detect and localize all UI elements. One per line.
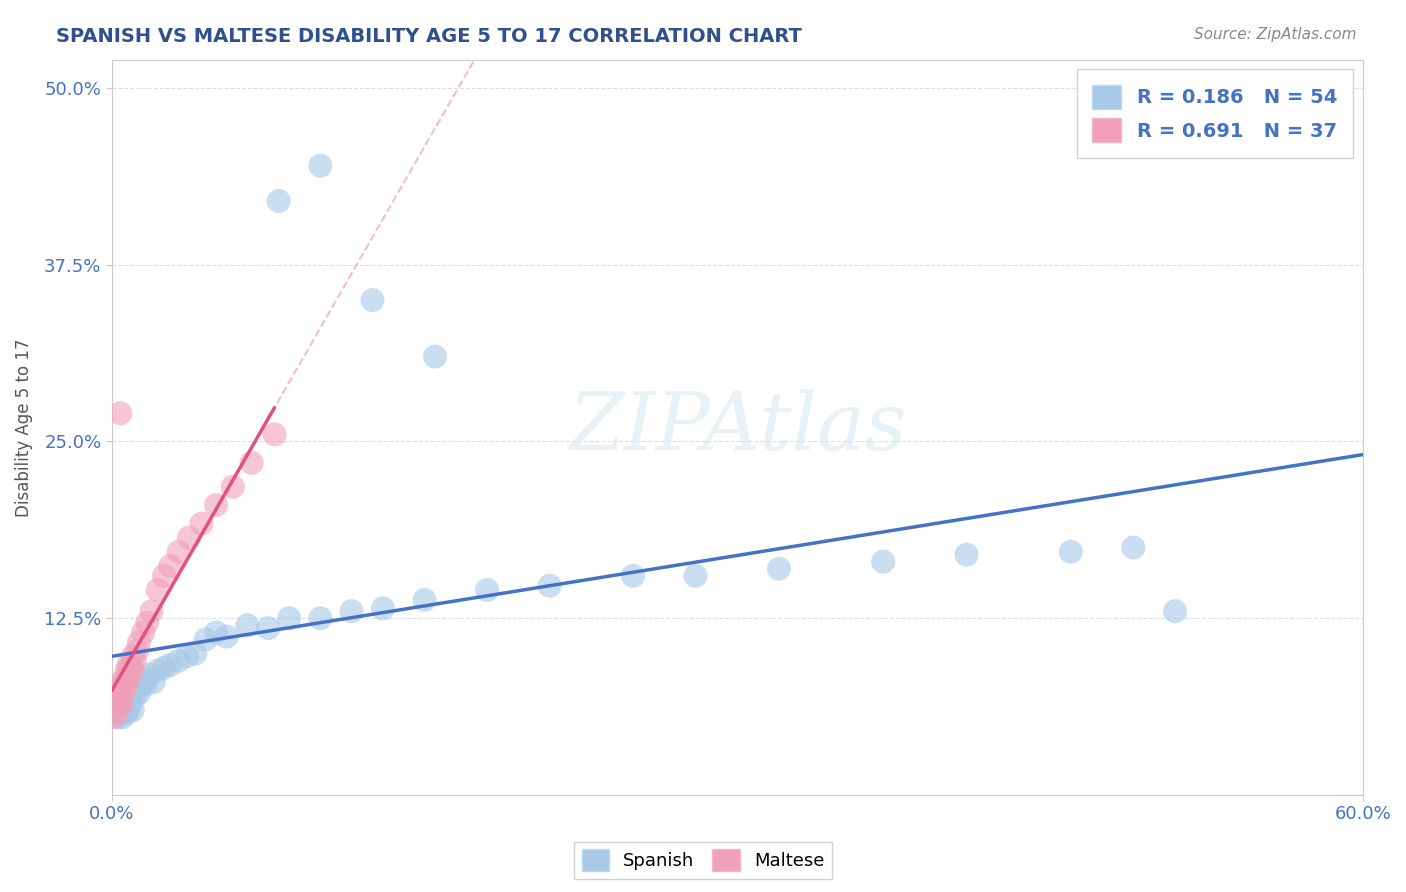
Point: [413, 593, 436, 607]
Point: [278, 611, 301, 625]
Point: [107, 689, 129, 703]
Point: [115, 681, 138, 696]
Point: [176, 649, 198, 664]
Point: [105, 703, 128, 717]
Point: [117, 672, 139, 686]
Point: [768, 562, 790, 576]
Point: [240, 456, 263, 470]
Point: [177, 531, 200, 545]
Point: [115, 664, 138, 678]
Point: [117, 657, 139, 672]
Point: [1122, 541, 1144, 555]
Point: [1164, 604, 1187, 618]
Point: [105, 696, 128, 710]
Point: [111, 674, 134, 689]
Point: [110, 685, 132, 699]
Point: [132, 625, 155, 640]
Point: [128, 686, 150, 700]
Point: [105, 706, 128, 720]
Legend: R = 0.186   N = 54, R = 0.691   N = 37: R = 0.186 N = 54, R = 0.691 N = 37: [1077, 70, 1353, 158]
Point: [112, 703, 135, 717]
Point: [184, 647, 207, 661]
Point: [621, 569, 644, 583]
Point: [215, 630, 238, 644]
Point: [125, 644, 148, 658]
Point: [110, 406, 132, 420]
Point: [205, 498, 228, 512]
Point: [190, 516, 212, 531]
Point: [146, 582, 169, 597]
Point: [222, 480, 245, 494]
Point: [685, 569, 707, 583]
Point: [138, 668, 160, 682]
Point: [121, 649, 143, 664]
Point: [159, 558, 181, 573]
Point: [134, 678, 156, 692]
Point: [117, 703, 139, 717]
Point: [194, 632, 217, 647]
Point: [112, 681, 135, 696]
Point: [110, 696, 132, 710]
Point: [167, 545, 190, 559]
Point: [167, 654, 190, 668]
Legend: Spanish, Maltese: Spanish, Maltese: [575, 842, 831, 879]
Point: [955, 548, 977, 562]
Point: [120, 696, 142, 710]
Point: [236, 618, 259, 632]
Text: Source: ZipAtlas.com: Source: ZipAtlas.com: [1194, 27, 1357, 42]
Point: [309, 611, 332, 625]
Point: [309, 159, 332, 173]
Y-axis label: Disability Age 5 to 17: Disability Age 5 to 17: [15, 338, 32, 516]
Point: [136, 615, 159, 630]
Point: [475, 582, 498, 597]
Point: [107, 681, 129, 696]
Point: [1060, 545, 1083, 559]
Point: [872, 555, 894, 569]
Point: [125, 681, 148, 696]
Point: [124, 689, 146, 703]
Point: [112, 686, 135, 700]
Point: [103, 710, 125, 724]
Point: [107, 700, 129, 714]
Point: [117, 686, 139, 700]
Point: [120, 661, 142, 675]
Point: [111, 710, 134, 724]
Point: [115, 706, 138, 720]
Text: ZIPAtlas: ZIPAtlas: [568, 389, 907, 467]
Point: [111, 692, 134, 706]
Point: [263, 427, 285, 442]
Point: [205, 625, 228, 640]
Point: [159, 657, 181, 672]
Point: [142, 674, 165, 689]
Point: [111, 686, 134, 700]
Point: [110, 696, 132, 710]
Point: [107, 692, 129, 706]
Point: [121, 681, 143, 696]
Point: [423, 350, 446, 364]
Text: SPANISH VS MALTESE DISABILITY AGE 5 TO 17 CORRELATION CHART: SPANISH VS MALTESE DISABILITY AGE 5 TO 1…: [56, 27, 801, 45]
Point: [124, 654, 146, 668]
Point: [361, 293, 384, 307]
Point: [128, 635, 150, 649]
Point: [257, 621, 280, 635]
Point: [153, 569, 176, 583]
Point: [267, 194, 290, 208]
Point: [121, 703, 143, 717]
Point: [111, 696, 134, 710]
Point: [146, 664, 169, 678]
Point: [110, 706, 132, 720]
Point: [112, 672, 135, 686]
Point: [107, 710, 129, 724]
Point: [141, 604, 163, 618]
Point: [129, 678, 152, 692]
Point: [340, 604, 363, 618]
Point: [132, 672, 155, 686]
Point: [371, 601, 394, 615]
Point: [153, 661, 176, 675]
Point: [115, 678, 138, 692]
Point: [538, 579, 561, 593]
Point: [121, 664, 143, 678]
